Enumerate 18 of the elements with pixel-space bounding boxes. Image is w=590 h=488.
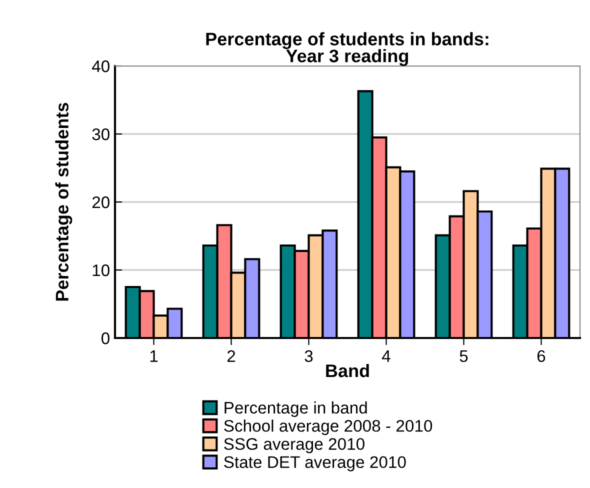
legend-label: Percentage in band	[224, 401, 367, 417]
x-axis-title: Band	[326, 364, 369, 378]
y-tick-label: 20	[92, 196, 110, 208]
x-tick-label: 1	[150, 350, 158, 362]
x-tick-label: 3	[304, 350, 313, 362]
x-tick-label: 6	[537, 350, 546, 362]
y-tick-label: 0	[102, 332, 110, 344]
legend-label: State DET average 2010	[224, 456, 406, 472]
chart-title: Percentage of students in bands: Year 3 reading	[206, 32, 488, 66]
y-axis-title: Percentage of students	[55, 102, 72, 301]
legend-label: School average 2008 - 2010	[224, 420, 432, 436]
x-tick-label: 2	[227, 350, 236, 362]
legend-label: SSG average 2010	[224, 438, 364, 454]
x-tick-label: 5	[460, 350, 468, 362]
x-tick-label: 4	[382, 350, 390, 362]
y-tick-label: 30	[92, 128, 110, 140]
y-tick-label: 40	[92, 60, 110, 72]
y-tick-label: 10	[92, 264, 110, 276]
